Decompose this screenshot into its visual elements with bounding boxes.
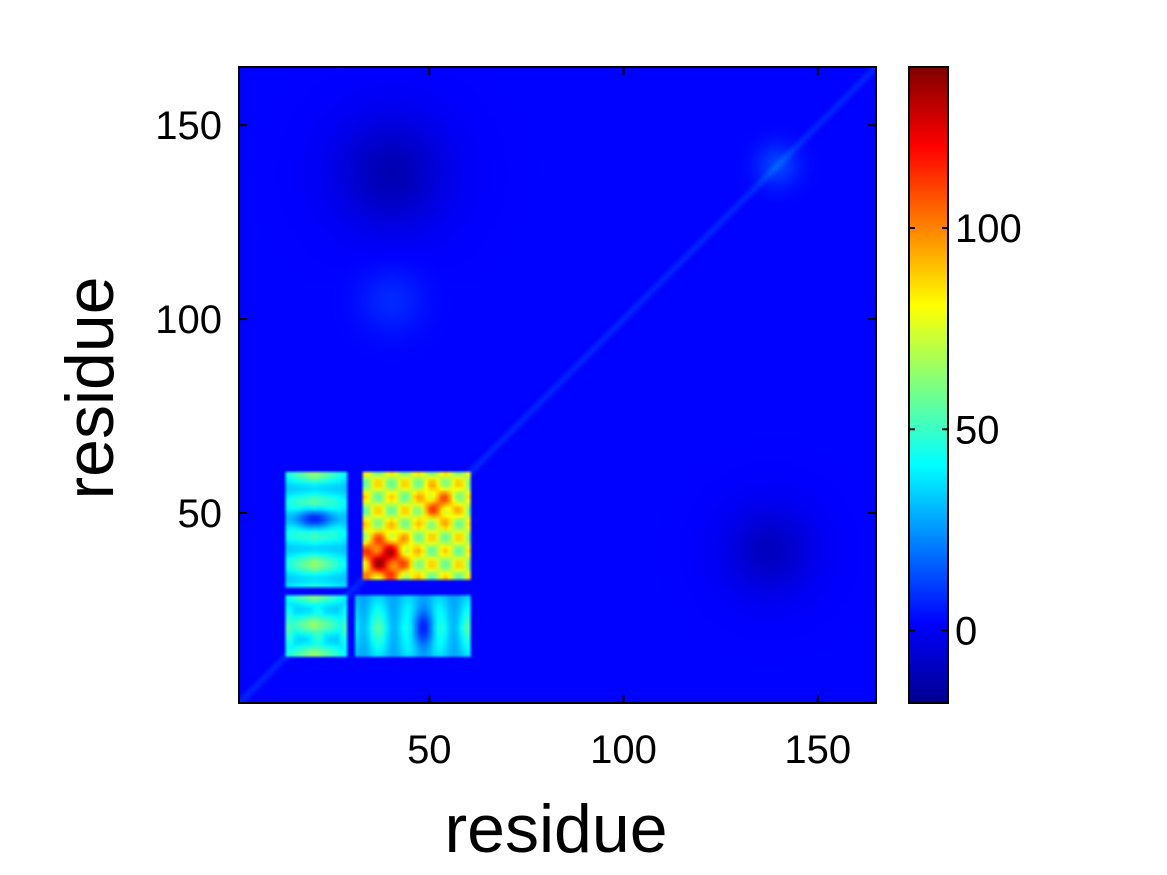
heatmap-cells [239, 67, 876, 703]
y-axis-label: residue [52, 276, 128, 499]
heatmap-plot-area [239, 67, 876, 703]
colorbar-gradient [909, 67, 948, 703]
y-tick-label: 100 [155, 298, 222, 342]
colorbar-tick-label: 50 [955, 408, 1000, 452]
colorbar: 0 50 100 [909, 67, 1022, 703]
x-tick-label: 150 [784, 728, 851, 772]
colorbar-tick-label: 100 [955, 207, 1022, 251]
colorbar-tick-label: 0 [955, 610, 977, 654]
x-tick-label: 50 [407, 728, 452, 772]
x-axis-label: residue [444, 791, 667, 867]
y-tick-label: 150 [155, 104, 222, 148]
x-tick-label: 100 [590, 728, 657, 772]
y-tick-label: 50 [178, 492, 223, 536]
